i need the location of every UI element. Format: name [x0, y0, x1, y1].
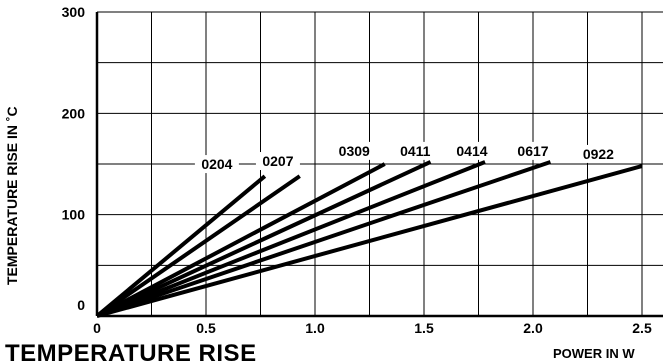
- x-tick-label: 2.5: [632, 320, 652, 336]
- y-axis-ticks: 0 100 200 300: [62, 4, 86, 313]
- x-tick-label: 1.5: [414, 320, 434, 336]
- series-line-0309: [96, 162, 386, 318]
- x-axis-ticks: 0 0.5 1.0 1.5 2.0 2.5: [93, 320, 652, 336]
- series-label-0204: 0204: [201, 156, 232, 172]
- x-tick-label: 1.0: [305, 320, 325, 336]
- series-label-0309: 0309: [339, 143, 370, 159]
- series-label-background: [449, 141, 494, 160]
- y-tick-label: 0: [77, 297, 85, 313]
- series-line-0617: [96, 160, 552, 318]
- series-line-0207: [95, 174, 301, 318]
- series-label-background: [511, 141, 555, 160]
- series-label-background: [332, 141, 377, 160]
- series-line-0411: [96, 160, 432, 318]
- series-lines: [95, 160, 643, 318]
- y-axis-title: TEMPERATURE RISE IN ˚C: [4, 106, 20, 285]
- series-line-0204: [95, 174, 267, 318]
- series-label-0922: 0922: [583, 146, 614, 162]
- series-line-0922: [96, 164, 643, 318]
- y-tick-label: 300: [62, 4, 86, 20]
- y-tick-label: 100: [62, 207, 86, 223]
- series-label-0414: 0414: [456, 143, 487, 159]
- x-tick-label: 0: [93, 320, 101, 336]
- x-tick-label: 0.5: [196, 320, 216, 336]
- series-label-background: [393, 141, 438, 160]
- x-tick-label: 2.0: [523, 320, 543, 336]
- series-label-0617: 0617: [517, 143, 548, 159]
- series-label-background: [255, 152, 300, 171]
- y-tick-label: 200: [62, 105, 86, 121]
- grid-lines: [95, 11, 663, 318]
- chart-title: TEMPERATURE RISE: [5, 340, 257, 363]
- series-label-background: [194, 155, 239, 174]
- series-label-0411: 0411: [400, 143, 431, 159]
- series-line-0414: [96, 160, 486, 318]
- x-axis-title: POWER IN W: [553, 346, 635, 361]
- series-label-background: [576, 144, 621, 163]
- series-labels: 0204 0207 0309 0411 0414 0617 0922: [194, 141, 621, 174]
- series-label-0207: 0207: [262, 153, 293, 169]
